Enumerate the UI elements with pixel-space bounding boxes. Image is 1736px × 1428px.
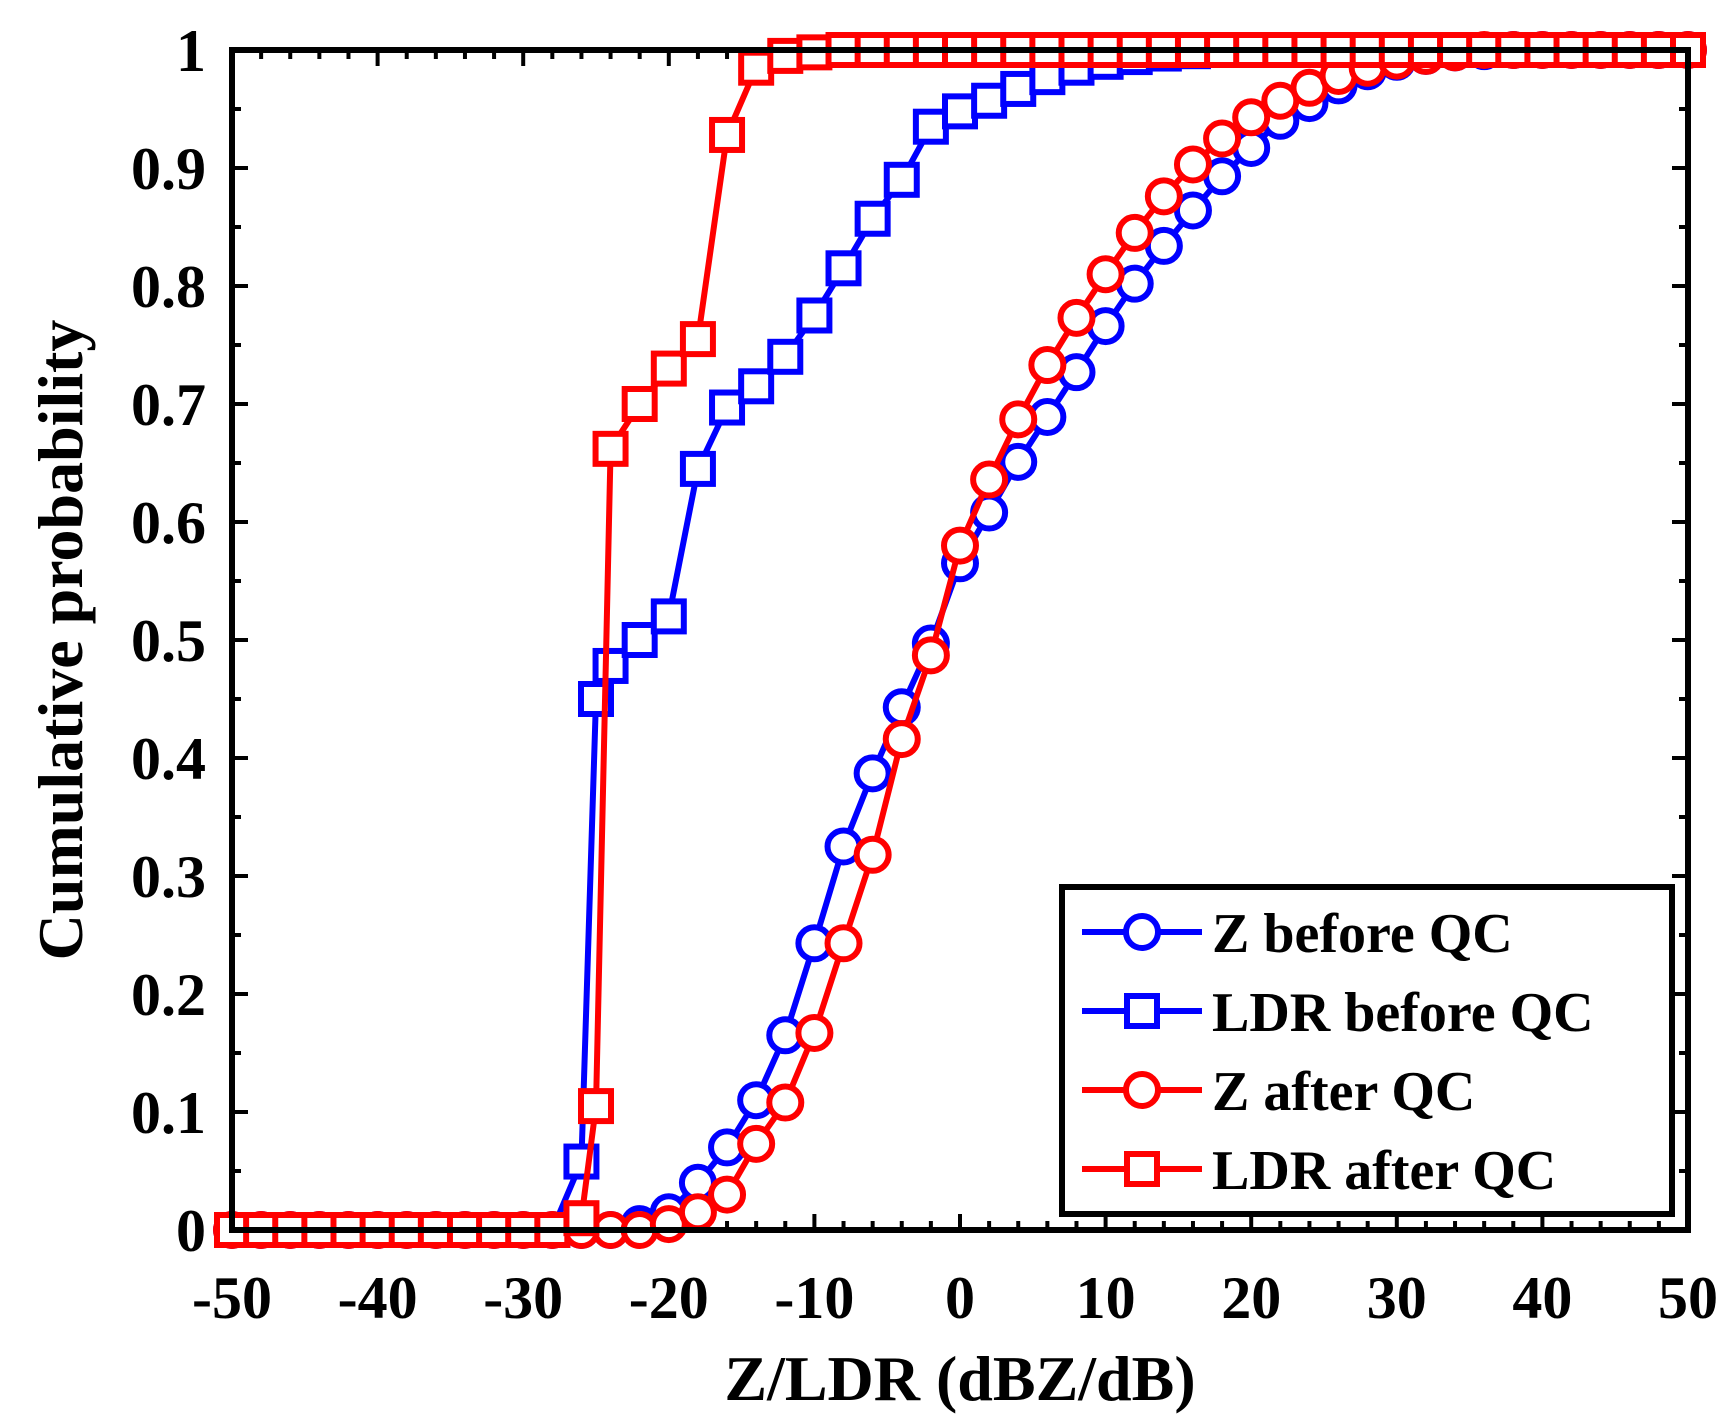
x-tick-label: -50 bbox=[192, 1265, 272, 1331]
data-point-ldr-before-qc bbox=[650, 598, 687, 635]
data-point-z-after-qc bbox=[1115, 213, 1154, 252]
legend-entry-z-before-qc: Z before QC bbox=[1082, 903, 1513, 965]
y-tick-label: 0.4 bbox=[131, 726, 206, 792]
axis-tick-labels: -50 -40 -30 -20 -10 0 10 20 30 40 50 0 0.1 0.2 0.3 0.4 0… bbox=[131, 18, 1718, 1331]
data-point-ldr-before-qc bbox=[825, 250, 862, 287]
data-point-z-after-qc bbox=[882, 720, 921, 759]
y-tick-label: 0.8 bbox=[131, 254, 206, 320]
data-point-ldr-after-qc bbox=[709, 116, 746, 153]
y-tick-label: 0.9 bbox=[131, 136, 206, 202]
data-point-ldr-before-qc bbox=[942, 93, 978, 130]
data-point-z-before-qc bbox=[999, 442, 1038, 481]
legend-label: Z before QC bbox=[1212, 903, 1513, 965]
y-tick-label: 0.6 bbox=[131, 490, 206, 556]
y-tick-label: 0.1 bbox=[131, 1080, 206, 1146]
y-tick-label: 0.2 bbox=[131, 962, 206, 1028]
y-tick-label: 0.7 bbox=[131, 372, 206, 438]
data-point-z-after-qc bbox=[1086, 255, 1125, 294]
data-point-z-after-qc bbox=[1203, 119, 1242, 158]
data-point-z-after-qc bbox=[999, 400, 1038, 439]
data-point-z-after-qc bbox=[1144, 177, 1183, 216]
data-point-ldr-after-qc bbox=[767, 37, 804, 74]
data-point-ldr-before-qc bbox=[767, 338, 804, 375]
data-point-ldr-before-qc bbox=[621, 622, 658, 658]
data-point-ldr-before-qc bbox=[709, 389, 746, 426]
data-point-ldr-before-qc bbox=[854, 200, 891, 237]
legend-marker bbox=[1124, 993, 1160, 1029]
x-axis-title: Z/LDR (dBZ/dB) bbox=[724, 1343, 1195, 1414]
x-tick-label: -30 bbox=[483, 1265, 563, 1331]
x-tick-label: 0 bbox=[945, 1265, 975, 1331]
data-point-ldr-before-qc bbox=[738, 368, 775, 405]
data-point-z-after-qc bbox=[1173, 145, 1212, 184]
data-point-ldr-after-qc bbox=[621, 386, 658, 422]
x-tick-label: 30 bbox=[1367, 1265, 1427, 1331]
data-point-ldr-before-qc bbox=[679, 450, 716, 487]
data-point-z-after-qc bbox=[678, 1193, 717, 1232]
legend-entry-z-after-qc: Z after QC bbox=[1082, 1061, 1475, 1123]
data-point-ldr-before-qc bbox=[592, 647, 629, 684]
legend-label: LDR after QC bbox=[1212, 1140, 1556, 1202]
x-tick-label: 50 bbox=[1658, 1265, 1718, 1331]
data-point-ldr-after-qc bbox=[592, 430, 629, 467]
legend-marker bbox=[1123, 913, 1161, 951]
legend: Z before QC LDR before QC Z after QC LDR af… bbox=[1059, 884, 1675, 1217]
legend-box bbox=[1059, 884, 1675, 1217]
y-tick-label: 0 bbox=[176, 1198, 206, 1264]
legend-entries: Z before QC LDR before QC Z after QC LDR af… bbox=[1082, 903, 1594, 1202]
data-point-z-after-qc bbox=[708, 1175, 747, 1214]
plot-area-frame bbox=[229, 47, 1691, 1233]
data-point-ldr-before-qc bbox=[971, 82, 1008, 119]
data-point-ldr-before-qc bbox=[912, 108, 949, 145]
data-point-z-after-qc bbox=[941, 526, 979, 565]
data-point-ldr-before-qc bbox=[796, 297, 833, 334]
data-point-z-after-qc bbox=[1028, 346, 1067, 385]
data-point-ldr-before-qc bbox=[883, 161, 920, 198]
x-tick-label: -40 bbox=[338, 1265, 418, 1331]
data-point-z-after-qc bbox=[824, 924, 863, 963]
data-point-z-after-qc bbox=[1232, 98, 1271, 137]
x-tick-label: -10 bbox=[774, 1265, 854, 1331]
x-tick-label: -20 bbox=[629, 1265, 709, 1331]
x-tick-label: 40 bbox=[1512, 1265, 1572, 1331]
legend-label: Z after QC bbox=[1212, 1061, 1475, 1123]
data-point-z-before-qc bbox=[853, 754, 892, 793]
legend-entry-ldr-after-qc: LDR after QC bbox=[1082, 1140, 1556, 1202]
data-point-z-after-qc bbox=[970, 460, 1009, 499]
data-point-ldr-after-qc bbox=[738, 49, 775, 86]
y-tick-label: 1 bbox=[176, 18, 206, 84]
y-tick-label: 0.5 bbox=[131, 608, 206, 674]
legend-entry-ldr-before-qc: LDR before QC bbox=[1082, 982, 1594, 1044]
legend-marker bbox=[1123, 1071, 1161, 1109]
data-point-z-before-qc bbox=[1173, 191, 1212, 230]
data-point-ldr-before-qc bbox=[1000, 70, 1037, 107]
data-point-ldr-after-qc bbox=[650, 350, 687, 387]
data-point-ldr-after-qc bbox=[679, 321, 716, 358]
legend-label: LDR before QC bbox=[1212, 982, 1594, 1044]
legend-marker bbox=[1124, 1151, 1160, 1187]
data-point-z-after-qc bbox=[911, 636, 950, 675]
data-point-z-after-qc bbox=[737, 1124, 776, 1163]
data-point-z-after-qc bbox=[1057, 298, 1096, 337]
data-point-ldr-after-qc bbox=[578, 1088, 614, 1125]
data-point-z-after-qc bbox=[795, 1013, 834, 1052]
y-tick-label: 0.3 bbox=[131, 844, 206, 910]
x-tick-label: 10 bbox=[1076, 1265, 1136, 1331]
y-axis-title: Cumulative probability bbox=[25, 320, 96, 961]
x-tick-label: 20 bbox=[1221, 1265, 1281, 1331]
data-point-z-after-qc bbox=[766, 1083, 805, 1122]
data-point-z-after-qc bbox=[853, 835, 892, 874]
